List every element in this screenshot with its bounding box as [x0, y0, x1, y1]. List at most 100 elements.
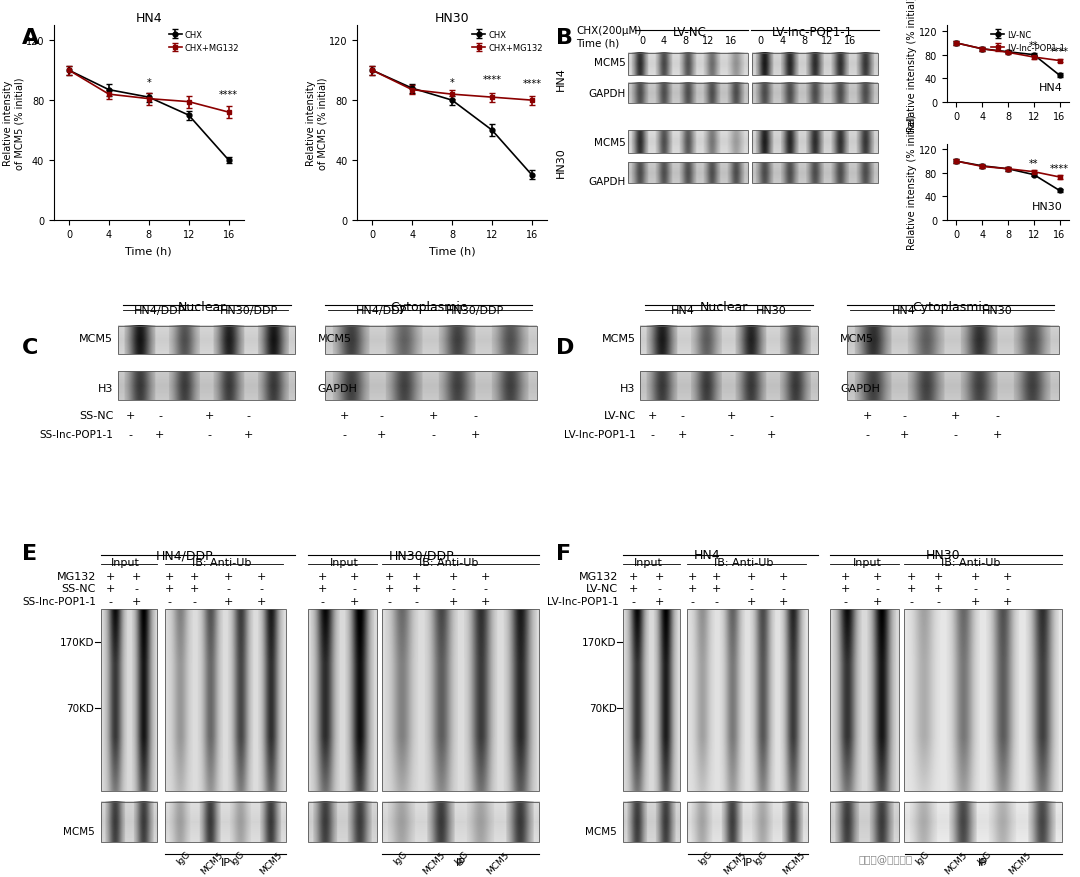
- Text: 16: 16: [845, 36, 856, 46]
- Text: +: +: [318, 572, 327, 581]
- Bar: [165, 802, 285, 842]
- Bar: [687, 802, 808, 842]
- Bar: [904, 802, 1062, 842]
- Text: +: +: [204, 410, 214, 421]
- Text: +: +: [654, 572, 664, 581]
- Text: HN30/DDP: HN30/DDP: [389, 549, 454, 561]
- Text: HN4: HN4: [671, 306, 694, 316]
- Text: 70KD: 70KD: [589, 703, 617, 713]
- Text: Time (h): Time (h): [577, 38, 620, 48]
- Text: +: +: [688, 583, 697, 594]
- Text: +: +: [767, 430, 775, 439]
- Text: IB: Anti-Ub: IB: Anti-Ub: [714, 558, 773, 567]
- Text: +: +: [429, 410, 438, 421]
- Text: +: +: [840, 583, 850, 594]
- Text: -: -: [631, 596, 635, 606]
- Text: +: +: [951, 410, 960, 421]
- Text: -: -: [657, 583, 661, 594]
- Text: +: +: [384, 572, 394, 581]
- Text: -: -: [207, 430, 212, 439]
- Bar: [623, 802, 680, 842]
- Text: -: -: [129, 430, 133, 439]
- Y-axis label: Relative intensity
of MCM5 (% initial): Relative intensity of MCM5 (% initial): [3, 77, 25, 169]
- Text: +: +: [779, 572, 788, 581]
- Text: -: -: [902, 410, 906, 421]
- Text: IgG: IgG: [752, 849, 769, 866]
- Text: -: -: [781, 583, 785, 594]
- Bar: [753, 163, 878, 183]
- Text: Input: Input: [853, 558, 881, 567]
- Text: -: -: [954, 430, 958, 439]
- Text: -: -: [936, 596, 941, 606]
- Bar: [165, 610, 285, 791]
- Text: -: -: [483, 583, 487, 594]
- Text: MCM5: MCM5: [721, 849, 747, 875]
- Text: +: +: [190, 572, 199, 581]
- Text: LV-Inc-POP1-1: LV-Inc-POP1-1: [771, 26, 852, 39]
- Text: SS-NC: SS-NC: [79, 410, 113, 421]
- Text: HN30: HN30: [756, 306, 786, 316]
- Text: 0: 0: [757, 36, 764, 46]
- Text: -: -: [909, 596, 914, 606]
- Bar: [308, 802, 377, 842]
- Bar: [100, 802, 158, 842]
- Text: F: F: [556, 544, 571, 564]
- Text: +: +: [907, 583, 916, 594]
- X-axis label: Time (h): Time (h): [429, 246, 475, 256]
- Text: Nuclear: Nuclear: [177, 301, 226, 314]
- Legend: LV-NC, LV-Inc-POP1-1: LV-NC, LV-Inc-POP1-1: [991, 31, 1065, 53]
- Text: MCM5: MCM5: [258, 849, 284, 875]
- Bar: [629, 132, 747, 153]
- Text: -: -: [352, 583, 356, 594]
- Text: MCM5: MCM5: [944, 849, 970, 875]
- Bar: [629, 53, 747, 75]
- Text: 170KD: 170KD: [59, 638, 94, 647]
- Text: HN30: HN30: [1032, 202, 1063, 211]
- Text: H3: H3: [98, 384, 113, 394]
- Text: IgG: IgG: [175, 849, 192, 866]
- Text: IP: IP: [456, 857, 465, 867]
- Text: MCM5: MCM5: [63, 826, 94, 837]
- Text: +: +: [746, 596, 756, 606]
- Text: Input: Input: [330, 558, 360, 567]
- Text: LV-Inc-POP1-1: LV-Inc-POP1-1: [564, 430, 635, 439]
- Text: +: +: [125, 410, 135, 421]
- Bar: [687, 610, 808, 791]
- Text: MCM5: MCM5: [602, 333, 635, 343]
- Text: 4: 4: [780, 36, 786, 46]
- Bar: [308, 610, 377, 791]
- Text: +: +: [993, 430, 1002, 439]
- Text: MCM5: MCM5: [1008, 849, 1034, 875]
- Text: +: +: [907, 572, 916, 581]
- Text: +: +: [971, 596, 981, 606]
- Text: Cytoplasmic: Cytoplasmic: [913, 301, 989, 314]
- Text: 0: 0: [639, 36, 645, 46]
- Text: +: +: [934, 572, 943, 581]
- Text: MCM5: MCM5: [421, 849, 447, 875]
- Text: -: -: [192, 596, 197, 606]
- Y-axis label: Relative intensity
of MCM5 (% initial): Relative intensity of MCM5 (% initial): [306, 77, 327, 169]
- Text: +: +: [384, 583, 394, 594]
- Text: 4: 4: [661, 36, 666, 46]
- Text: ****: ****: [483, 75, 501, 84]
- Text: HN4: HN4: [892, 306, 916, 316]
- Text: -: -: [996, 410, 1000, 421]
- Bar: [623, 610, 680, 791]
- Text: A: A: [22, 28, 39, 48]
- Text: -: -: [750, 583, 754, 594]
- Text: +: +: [340, 410, 350, 421]
- Text: -: -: [973, 583, 977, 594]
- Text: 8: 8: [801, 36, 808, 46]
- Text: +: +: [350, 572, 360, 581]
- Text: H3: H3: [620, 384, 635, 394]
- Bar: [381, 610, 539, 791]
- Text: +: +: [225, 596, 233, 606]
- Text: +: +: [448, 596, 458, 606]
- Text: GAPDH: GAPDH: [840, 384, 880, 394]
- Text: +: +: [873, 596, 881, 606]
- Text: MCM5: MCM5: [485, 849, 511, 875]
- Text: +: +: [712, 572, 721, 581]
- Text: IgG: IgG: [914, 849, 931, 866]
- Text: GAPDH: GAPDH: [589, 89, 625, 99]
- Text: IP: IP: [220, 857, 230, 867]
